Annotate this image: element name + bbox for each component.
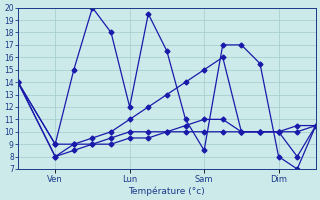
X-axis label: Température (°c): Température (°c) (129, 186, 205, 196)
